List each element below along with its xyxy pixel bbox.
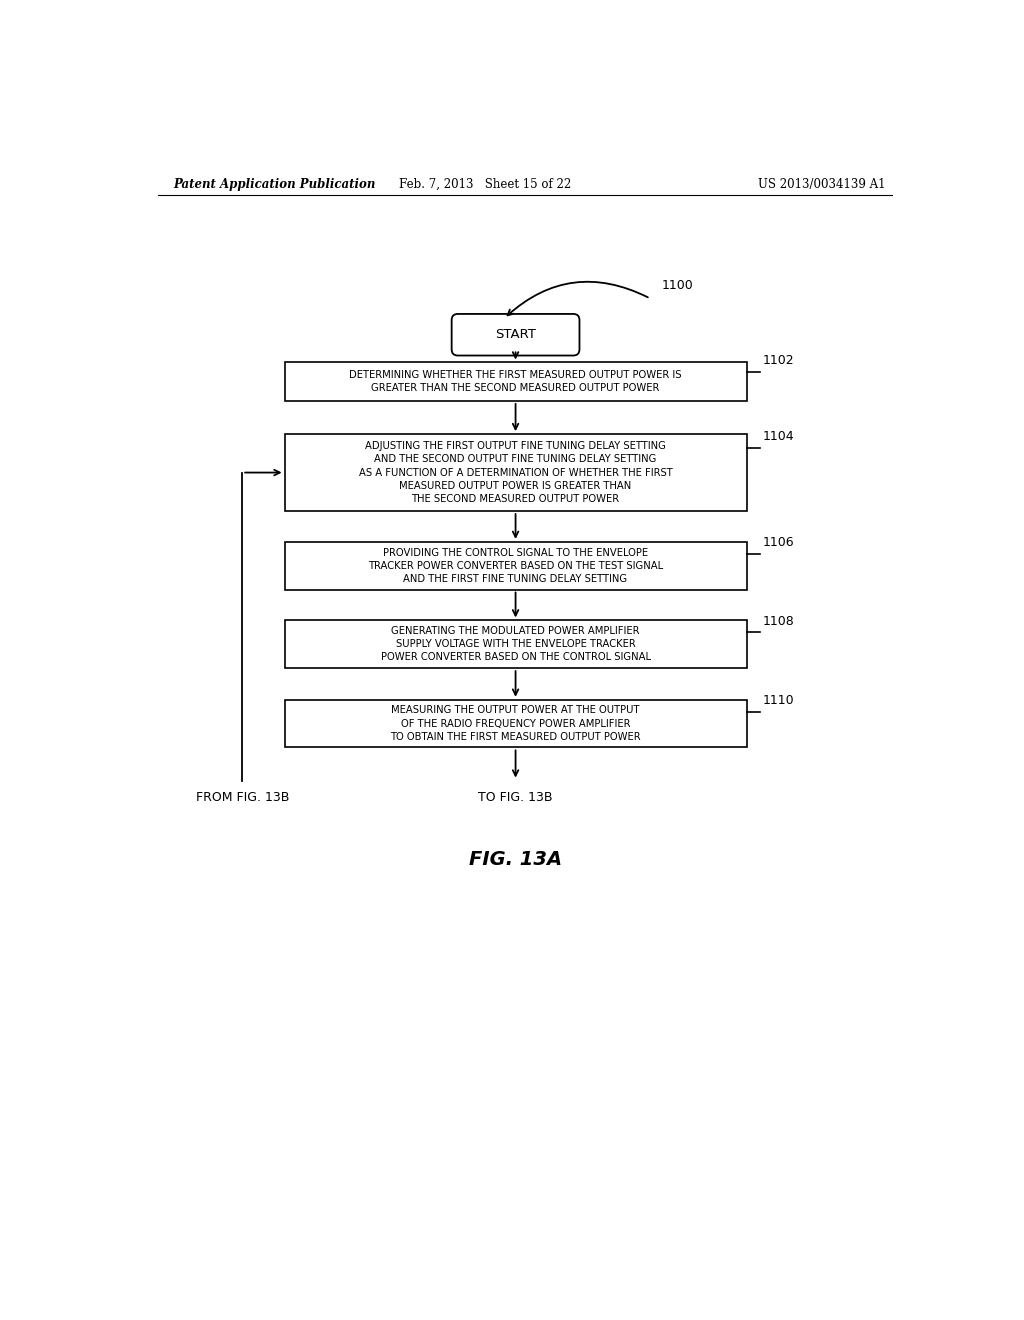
- Text: 1106: 1106: [763, 536, 795, 549]
- FancyBboxPatch shape: [285, 620, 746, 668]
- Text: START: START: [496, 329, 536, 342]
- FancyBboxPatch shape: [452, 314, 580, 355]
- Text: 1102: 1102: [763, 355, 795, 367]
- FancyBboxPatch shape: [285, 700, 746, 747]
- Text: PROVIDING THE CONTROL SIGNAL TO THE ENVELOPE
TRACKER POWER CONVERTER BASED ON TH: PROVIDING THE CONTROL SIGNAL TO THE ENVE…: [368, 548, 664, 583]
- Text: DETERMINING WHETHER THE FIRST MEASURED OUTPUT POWER IS
GREATER THAN THE SECOND M: DETERMINING WHETHER THE FIRST MEASURED O…: [349, 370, 682, 393]
- FancyBboxPatch shape: [285, 363, 746, 401]
- Text: ADJUSTING THE FIRST OUTPUT FINE TUNING DELAY SETTING
AND THE SECOND OUTPUT FINE : ADJUSTING THE FIRST OUTPUT FINE TUNING D…: [358, 441, 673, 504]
- Text: FIG. 13A: FIG. 13A: [469, 850, 562, 869]
- Text: TO FIG. 13B: TO FIG. 13B: [478, 792, 553, 804]
- Text: 1110: 1110: [763, 694, 795, 708]
- Text: 1104: 1104: [763, 430, 795, 444]
- Text: FROM FIG. 13B: FROM FIG. 13B: [196, 792, 289, 804]
- Text: GENERATING THE MODULATED POWER AMPLIFIER
SUPPLY VOLTAGE WITH THE ENVELOPE TRACKE: GENERATING THE MODULATED POWER AMPLIFIER…: [381, 626, 650, 663]
- Text: 1100: 1100: [662, 279, 693, 292]
- Text: Patent Application Publication: Patent Application Publication: [173, 178, 375, 190]
- FancyBboxPatch shape: [285, 434, 746, 511]
- Text: MEASURING THE OUTPUT POWER AT THE OUTPUT
OF THE RADIO FREQUENCY POWER AMPLIFIER
: MEASURING THE OUTPUT POWER AT THE OUTPUT…: [390, 705, 641, 742]
- Text: 1108: 1108: [763, 615, 795, 628]
- Text: US 2013/0034139 A1: US 2013/0034139 A1: [758, 178, 885, 190]
- Text: Feb. 7, 2013   Sheet 15 of 22: Feb. 7, 2013 Sheet 15 of 22: [398, 178, 571, 190]
- FancyBboxPatch shape: [285, 543, 746, 590]
